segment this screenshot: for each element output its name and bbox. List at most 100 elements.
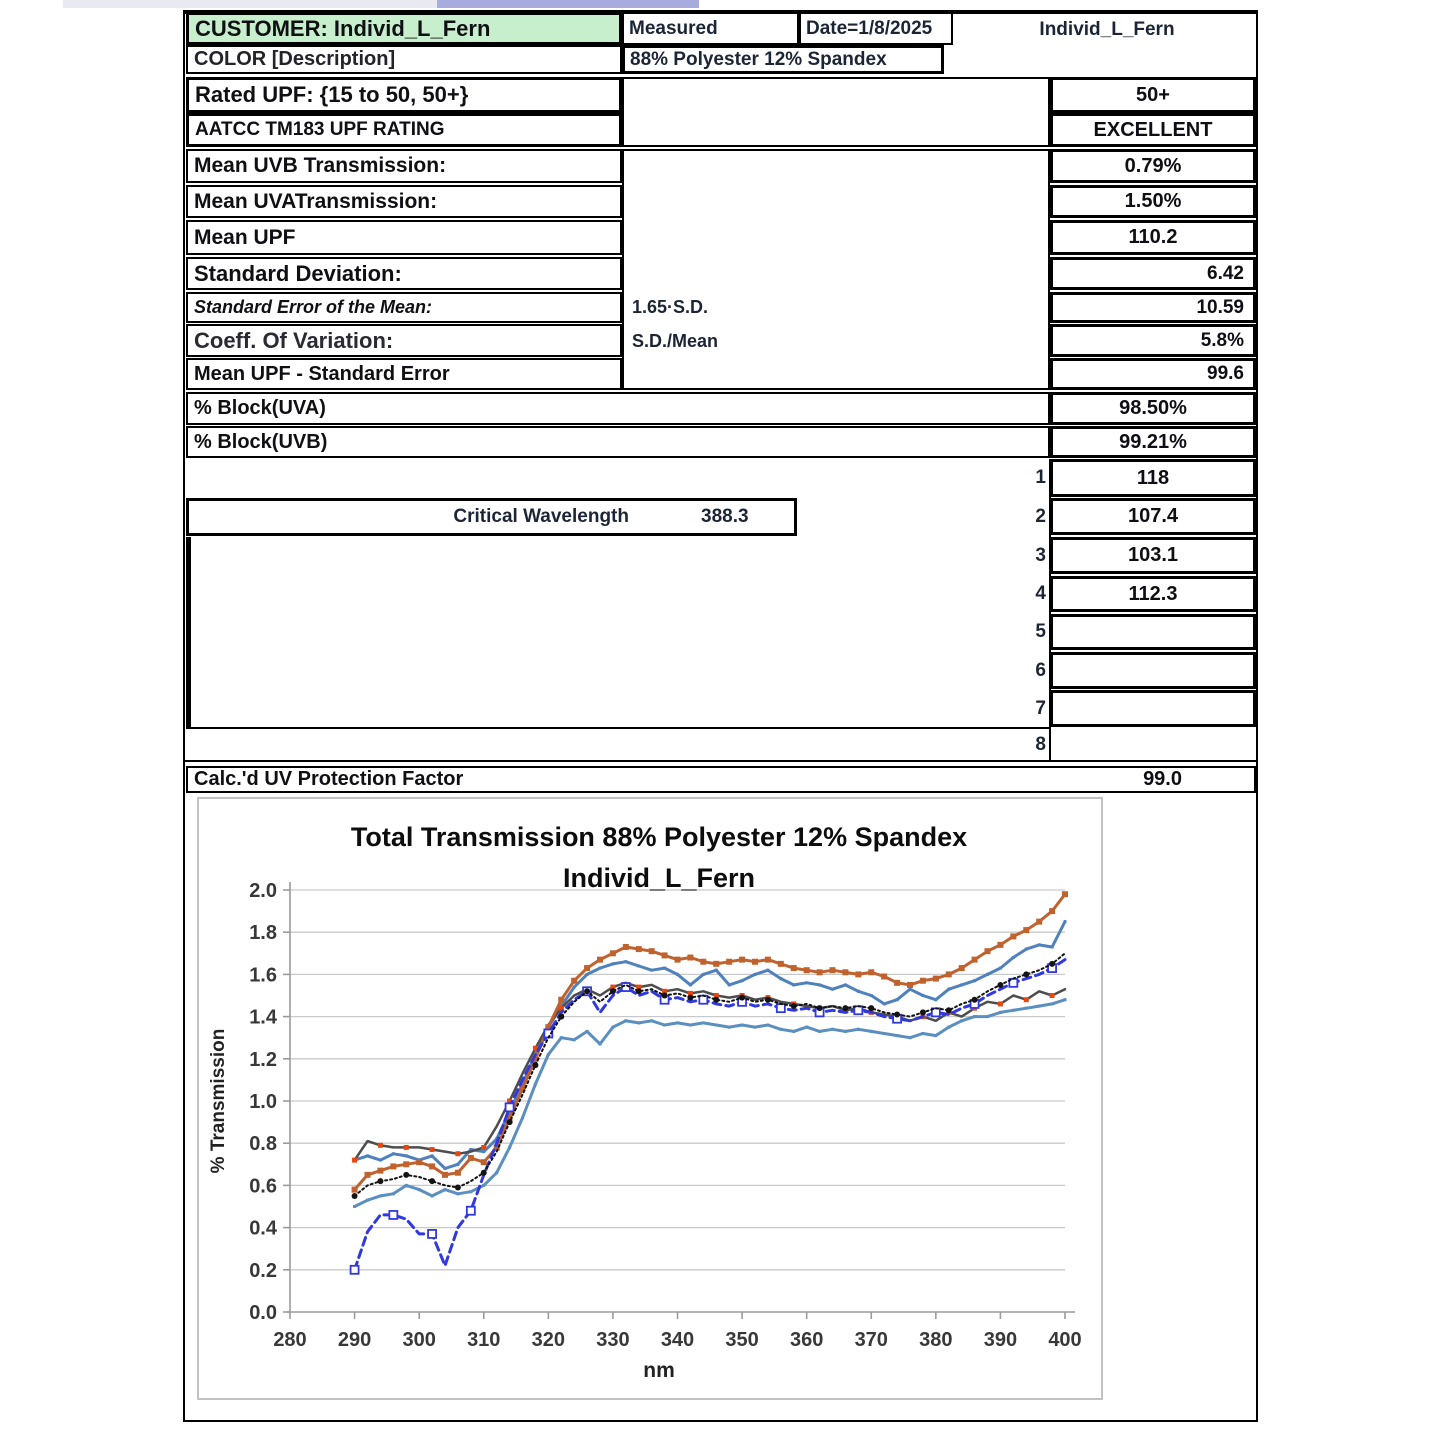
aatcc-label: AATCC TM183 UPF RATING — [195, 119, 445, 140]
calc-upf-value: 99.0 — [1143, 768, 1182, 790]
svg-text:350: 350 — [725, 1329, 758, 1351]
measurement-number: 6 — [1035, 660, 1046, 681]
svg-text:Total Transmission 88% Polyes: Total Transmission 88% Polyester 12% Spa… — [351, 822, 967, 852]
composition-text: 88% Polyester 12% Spandex — [630, 48, 887, 70]
date-label: Date=1/8/2025 — [806, 17, 933, 39]
mean-uvb-value: 0.79% — [1124, 154, 1182, 177]
measurement-value-cell: 118 — [1050, 459, 1256, 497]
block-uva-label: % Block(UVA) — [194, 397, 326, 419]
mean-uva-label-cell: Mean UVATransmission: — [186, 185, 622, 218]
measurement-value: 118 — [1136, 466, 1170, 489]
std-err-formula: 1.65·S.D. — [632, 297, 709, 317]
svg-text:370: 370 — [855, 1329, 888, 1351]
measurement-number: 2 — [1035, 506, 1046, 527]
std-err-label-cell: Standard Error of the Mean: — [186, 292, 622, 323]
measurement-number: 8 — [1035, 734, 1046, 755]
block-uvb-value: 99.21% — [1119, 430, 1187, 453]
svg-text:280: 280 — [273, 1329, 306, 1351]
measurement-value: 112.3 — [1128, 582, 1178, 605]
upf-minus-se-value: 99.6 — [1207, 363, 1244, 384]
measurement-value-cell — [1050, 614, 1256, 650]
aatcc-value-cell: EXCELLENT — [1050, 113, 1256, 147]
aatcc-value: EXCELLENT — [1093, 118, 1213, 141]
svg-text:% Transmission: % Transmission — [208, 1029, 229, 1174]
measurement-number: 1 — [1035, 467, 1046, 488]
middle-empty-box-top — [622, 77, 1050, 147]
top-strip-right — [437, 0, 699, 8]
customer-label: CUSTOMER: Individ_L_Fern — [195, 15, 491, 41]
svg-text:290: 290 — [338, 1329, 371, 1351]
std-err-value: 10.59 — [1196, 296, 1244, 318]
mean-upf-label-cell: Mean UPF — [186, 220, 622, 255]
mean-uva-value-cell: 1.50% — [1050, 185, 1256, 218]
measurement-number: 7 — [1035, 698, 1046, 719]
measurement-value: 107.4 — [1127, 505, 1179, 527]
block-uva-value: 98.50% — [1119, 397, 1187, 419]
svg-text:380: 380 — [919, 1329, 952, 1351]
measurement-number: 4 — [1035, 583, 1046, 604]
block-uva-value-cell: 98.50% — [1050, 392, 1256, 425]
svg-text:1.4: 1.4 — [249, 1007, 278, 1029]
svg-text:300: 300 — [402, 1329, 435, 1351]
empty-region-box — [186, 537, 1050, 729]
mean-upf-label: Mean UPF — [194, 225, 296, 249]
critical-wavelength-cell: Critical Wavelength 388.3 — [186, 498, 797, 536]
sample-name: Individ_L_Fern — [1039, 18, 1175, 40]
svg-text:310: 310 — [467, 1329, 500, 1351]
svg-text:340: 340 — [661, 1329, 694, 1351]
block-uvb-label-cell: % Block(UVB) — [186, 426, 1050, 458]
upf-minus-se-value-cell: 99.6 — [1050, 358, 1256, 390]
svg-text:2.0: 2.0 — [249, 880, 277, 902]
rated-upf-value-cell: 50+ — [1050, 77, 1256, 113]
std-dev-value-cell: 6.42 — [1050, 257, 1256, 290]
rated-upf-label: Rated UPF: {15 to 50, 50+} — [195, 82, 469, 107]
block-uvb-value-cell: 99.21% — [1050, 426, 1256, 458]
mean-uva-label: Mean UVATransmission: — [194, 189, 438, 213]
calc-upf-label: Calc.'d UV Protection Factor — [194, 768, 464, 790]
svg-text:0.2: 0.2 — [249, 1260, 277, 1282]
coeff-var-label-cell: Coeff. Of Variation: — [186, 324, 622, 357]
transmission-chart: 0.0 0.2 0.4 0.6 0.8 1.0 1.2 1.4 1.6 1.8 2.0 280 290 3… — [208, 822, 1082, 1382]
color-description-cell: COLOR [Description] — [186, 45, 622, 74]
coeff-var-formula: S.D./Mean — [632, 331, 719, 351]
coeff-var-label: Coeff. Of Variation: — [194, 327, 394, 353]
rated-upf-value: 50+ — [1136, 83, 1170, 106]
mean-upf-value-cell: 110.2 — [1050, 220, 1256, 255]
row8-bottom-line — [183, 760, 1258, 762]
std-dev-label-cell: Standard Deviation: — [186, 257, 622, 290]
block-uva-label-cell: % Block(UVA) — [186, 392, 1050, 425]
mean-uva-value: 1.50% — [1124, 190, 1182, 212]
svg-text:320: 320 — [532, 1329, 565, 1351]
std-dev-label: Standard Deviation: — [194, 260, 402, 286]
critical-wavelength-label: Critical Wavelength — [453, 506, 629, 527]
measurement-number: 5 — [1035, 621, 1046, 642]
color-description-label: COLOR [Description] — [194, 48, 396, 70]
svg-text:360: 360 — [790, 1329, 823, 1351]
upf-minus-se-label: Mean UPF - Standard Error — [194, 362, 450, 385]
measured-cell: Measured — [622, 12, 799, 45]
svg-text:Individ_L_Fern: Individ_L_Fern — [563, 863, 755, 893]
measurement-value-cell — [1050, 690, 1256, 727]
svg-text:390: 390 — [984, 1329, 1017, 1351]
svg-text:0.6: 0.6 — [249, 1175, 277, 1197]
middle-empty-box — [622, 149, 1050, 390]
upf-minus-se-label-cell: Mean UPF - Standard Error — [186, 358, 622, 390]
customer-cell: CUSTOMER: Individ_L_Fern — [186, 12, 622, 45]
rated-upf-label-cell: Rated UPF: {15 to 50, 50+} — [186, 77, 622, 113]
chart-container: 0.0 0.2 0.4 0.6 0.8 1.0 1.2 1.4 1.6 1.8 2.0 280 290 3… — [197, 797, 1103, 1400]
sample-name-cell: Individ_L_Fern — [953, 14, 1256, 45]
composition-cell: 88% Polyester 12% Spandex — [622, 45, 944, 74]
aatcc-label-cell: AATCC TM183 UPF RATING — [186, 113, 622, 147]
svg-text:0.4: 0.4 — [249, 1218, 278, 1240]
mean-upf-value: 110.2 — [1128, 226, 1178, 248]
measurement-number: 3 — [1035, 545, 1046, 566]
svg-text:330: 330 — [596, 1329, 629, 1351]
measurement-value-cell: 107.4 — [1050, 498, 1256, 535]
svg-text:400: 400 — [1048, 1329, 1081, 1351]
critical-wavelength-value: 388.3 — [701, 506, 749, 527]
block-uvb-label: % Block(UVB) — [194, 430, 328, 453]
svg-text:1.0: 1.0 — [249, 1091, 277, 1113]
svg-text:1.6: 1.6 — [249, 964, 277, 986]
date-cell: Date=1/8/2025 — [799, 12, 953, 45]
calc-upf-cell: Calc.'d UV Protection Factor 99.0 — [186, 766, 1256, 793]
